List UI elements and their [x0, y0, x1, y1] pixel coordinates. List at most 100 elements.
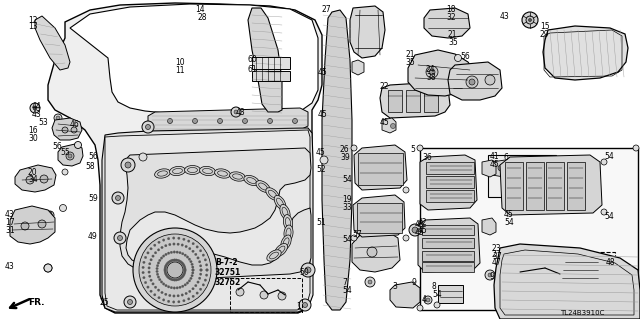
- Circle shape: [118, 235, 122, 241]
- Circle shape: [195, 253, 197, 256]
- Polygon shape: [70, 4, 318, 116]
- Circle shape: [192, 250, 194, 252]
- Circle shape: [154, 252, 157, 254]
- Circle shape: [469, 79, 475, 85]
- Circle shape: [179, 277, 182, 279]
- Circle shape: [189, 290, 191, 293]
- Text: 56: 56: [52, 142, 61, 151]
- Circle shape: [450, 70, 460, 80]
- Circle shape: [184, 267, 186, 270]
- Polygon shape: [390, 282, 420, 308]
- Circle shape: [152, 255, 154, 257]
- Circle shape: [26, 176, 34, 184]
- Circle shape: [202, 284, 205, 286]
- Text: 38: 38: [426, 73, 436, 82]
- Polygon shape: [350, 6, 385, 58]
- Circle shape: [164, 270, 166, 272]
- Circle shape: [114, 232, 126, 244]
- Circle shape: [200, 249, 202, 252]
- Polygon shape: [420, 155, 477, 210]
- Circle shape: [466, 76, 478, 88]
- Circle shape: [148, 267, 150, 269]
- Circle shape: [183, 272, 186, 274]
- Circle shape: [529, 19, 531, 21]
- Circle shape: [200, 273, 202, 275]
- Bar: [526, 162, 544, 210]
- Circle shape: [44, 211, 52, 219]
- Polygon shape: [35, 16, 70, 70]
- Circle shape: [145, 281, 147, 284]
- Text: 45: 45: [418, 226, 428, 235]
- Ellipse shape: [284, 215, 292, 230]
- Polygon shape: [482, 160, 496, 177]
- Circle shape: [112, 192, 124, 204]
- Text: 43: 43: [5, 210, 15, 219]
- Text: 54: 54: [604, 152, 614, 161]
- Circle shape: [192, 287, 194, 290]
- Circle shape: [186, 282, 189, 284]
- Circle shape: [142, 266, 144, 269]
- Circle shape: [143, 277, 145, 279]
- Circle shape: [188, 280, 191, 282]
- Text: 31: 31: [5, 226, 15, 235]
- Text: 27: 27: [322, 5, 332, 14]
- Circle shape: [185, 292, 188, 295]
- Circle shape: [192, 242, 195, 245]
- Ellipse shape: [230, 172, 245, 181]
- Bar: [422, 251, 474, 261]
- Circle shape: [236, 288, 244, 296]
- Polygon shape: [492, 160, 510, 177]
- Text: 45: 45: [316, 148, 326, 157]
- Text: 53: 53: [38, 118, 48, 127]
- Text: 43: 43: [5, 262, 15, 271]
- Circle shape: [175, 259, 177, 261]
- Bar: [500, 252, 615, 308]
- Circle shape: [301, 263, 315, 277]
- Text: B-7-2: B-7-2: [215, 258, 237, 267]
- Circle shape: [157, 262, 159, 264]
- Text: 41: 41: [490, 152, 500, 161]
- Circle shape: [33, 106, 37, 110]
- Text: 35: 35: [448, 38, 458, 47]
- Polygon shape: [52, 118, 82, 140]
- Circle shape: [66, 152, 74, 160]
- Circle shape: [182, 238, 185, 241]
- Circle shape: [205, 264, 208, 266]
- Circle shape: [180, 262, 183, 264]
- Polygon shape: [10, 206, 55, 244]
- Circle shape: [184, 269, 186, 271]
- Circle shape: [170, 251, 173, 254]
- Text: 6: 6: [504, 153, 509, 162]
- Circle shape: [143, 261, 145, 263]
- Circle shape: [166, 262, 169, 264]
- Circle shape: [71, 127, 77, 133]
- Polygon shape: [424, 8, 470, 38]
- Circle shape: [530, 261, 540, 271]
- Circle shape: [191, 272, 194, 274]
- Text: 46: 46: [70, 120, 80, 129]
- Circle shape: [142, 271, 144, 274]
- Text: FR.: FR.: [28, 298, 45, 307]
- Polygon shape: [148, 108, 308, 133]
- Circle shape: [365, 277, 375, 287]
- Polygon shape: [552, 255, 602, 288]
- Polygon shape: [120, 148, 311, 278]
- Circle shape: [485, 75, 495, 85]
- Circle shape: [163, 239, 165, 241]
- Circle shape: [164, 293, 167, 295]
- Text: 22: 22: [380, 82, 390, 91]
- Circle shape: [351, 235, 357, 241]
- Text: 10: 10: [175, 58, 184, 67]
- Circle shape: [182, 300, 185, 302]
- Circle shape: [156, 267, 158, 270]
- Circle shape: [21, 222, 29, 230]
- Text: 54: 54: [604, 212, 614, 221]
- Text: 51: 51: [316, 218, 326, 227]
- Circle shape: [175, 279, 177, 281]
- Text: 43: 43: [500, 12, 509, 21]
- Bar: [252, 71, 290, 81]
- Circle shape: [60, 204, 67, 211]
- Ellipse shape: [284, 225, 293, 241]
- Text: 47: 47: [492, 258, 502, 267]
- Text: 5: 5: [410, 145, 415, 154]
